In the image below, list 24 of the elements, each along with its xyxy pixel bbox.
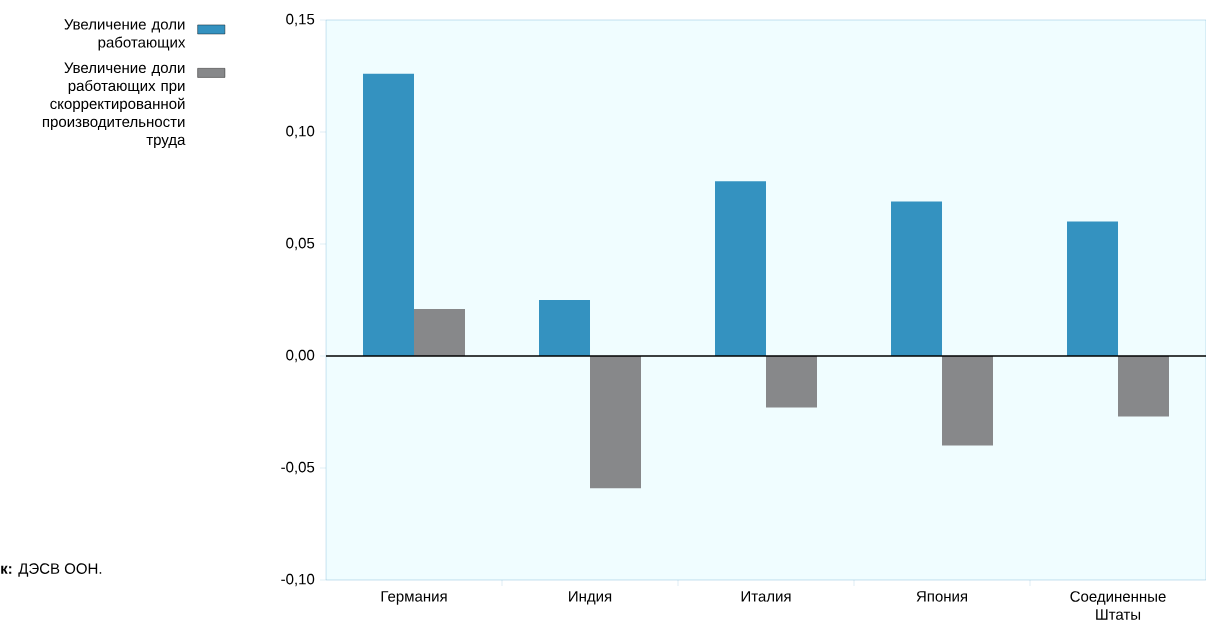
- bar: [891, 201, 943, 356]
- bar: [715, 181, 767, 356]
- y-tick-label: 0,10: [286, 125, 315, 139]
- bar: [1067, 221, 1119, 356]
- x-tick-label: Германия: [381, 591, 447, 605]
- legend-label: Увеличение доли работающих: [64, 19, 186, 51]
- text: к: ДЭСВ ООН.: [1, 563, 102, 577]
- x-tick-label: Соединенные Штаты: [1070, 591, 1166, 620]
- y-tick-label: -0,05: [281, 461, 315, 475]
- x-tick-label: Индия: [569, 591, 612, 605]
- x-tick-label: Италия: [741, 591, 791, 602]
- y-tick-label: 0,00: [286, 349, 315, 363]
- y-tick-label: -0,10: [281, 573, 315, 587]
- legend-label: Увеличение доли работающих при скорректированной производительности труда: [42, 62, 186, 149]
- y-tick-label: 0,15: [286, 13, 315, 27]
- bar: [414, 308, 466, 356]
- y-tick-label: 0,05: [286, 237, 315, 251]
- bar: [363, 73, 415, 356]
- bar: [766, 356, 818, 408]
- bar: [1118, 356, 1170, 417]
- bar: [539, 300, 591, 356]
- bar: [590, 356, 642, 489]
- bar: [942, 356, 994, 446]
- x-tick-label: Япония: [916, 591, 967, 602]
